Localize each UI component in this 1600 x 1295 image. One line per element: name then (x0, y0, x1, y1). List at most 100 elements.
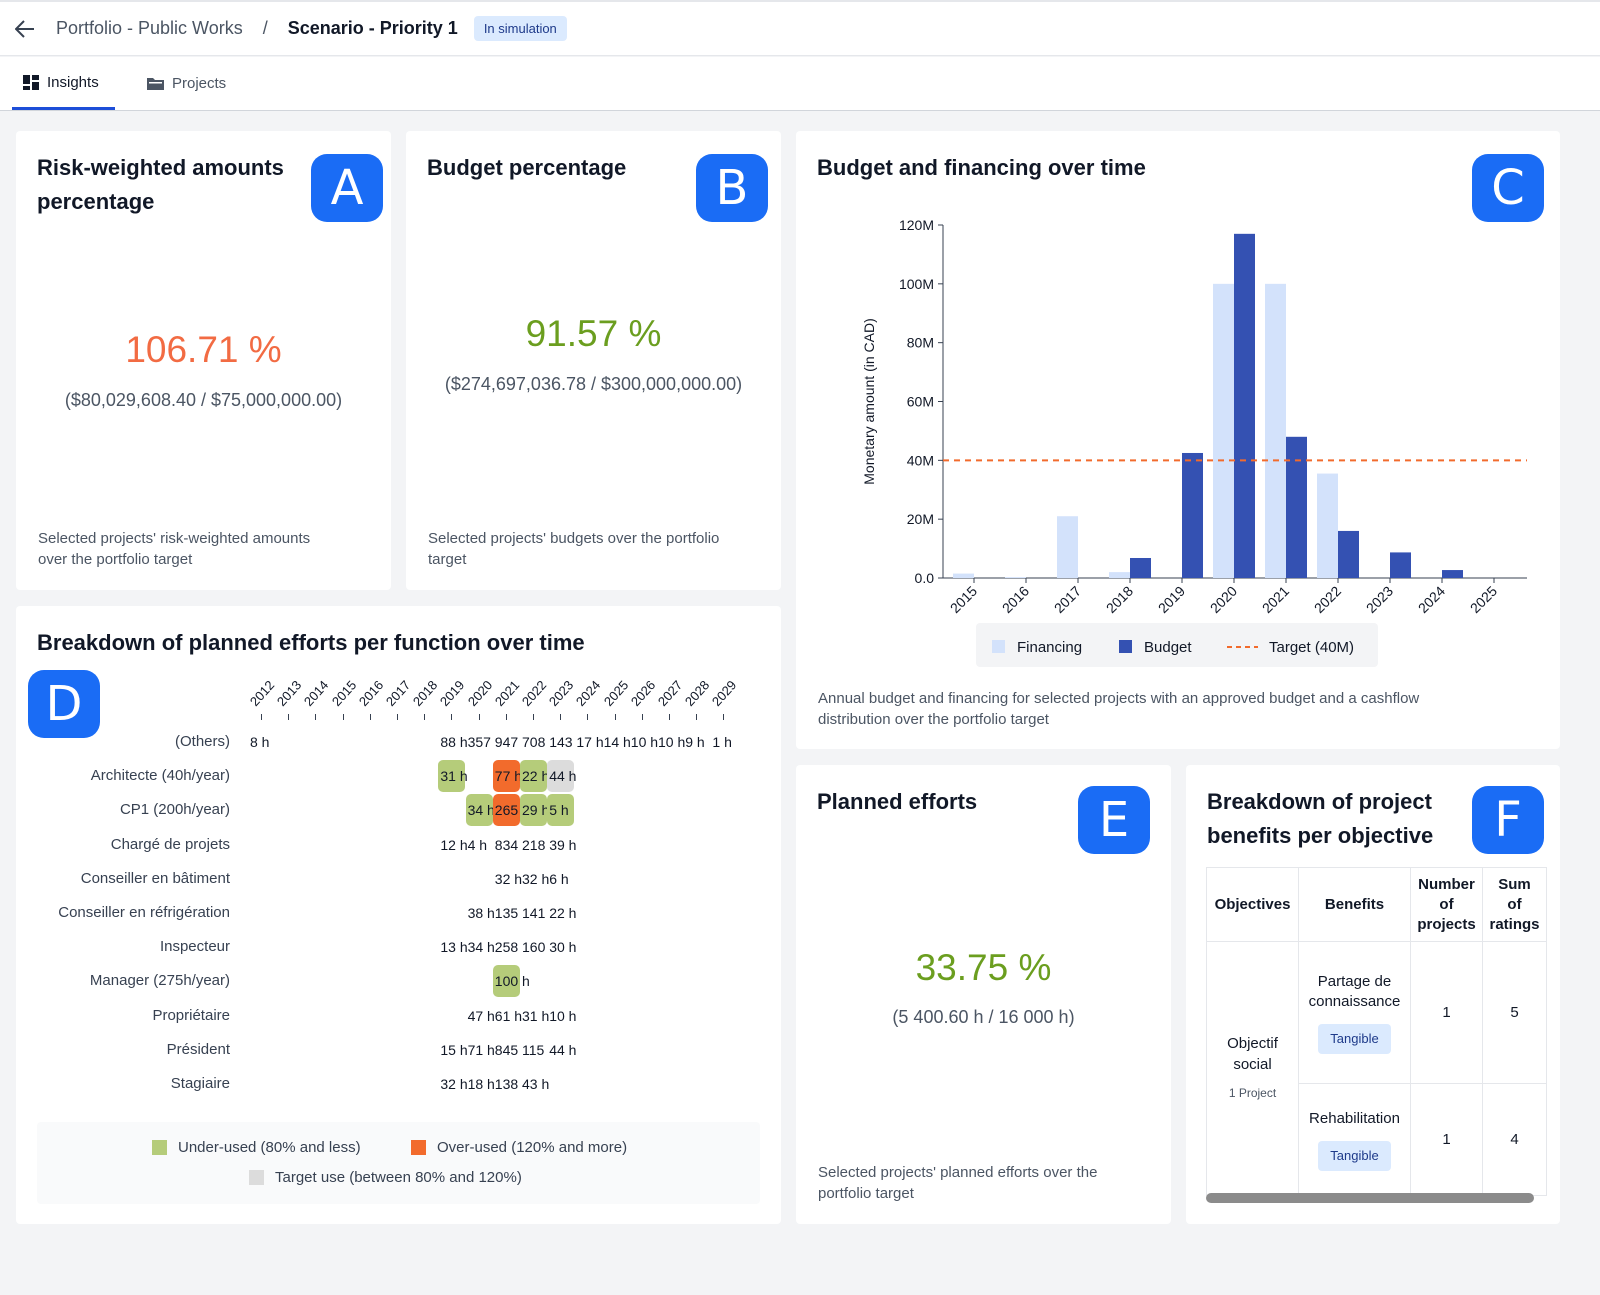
benefit-cell: Partage de connaissance Tangible (1298, 941, 1411, 1084)
year-label-2021: 2021 (491, 677, 523, 709)
efforts-cell: 18 h (467, 1076, 495, 1092)
header-benefits: Benefits (1298, 867, 1411, 942)
efforts-cell: 218 (522, 836, 546, 853)
efforts-cell: 12 h (440, 836, 468, 853)
bar-budget-2024 (1442, 570, 1463, 578)
card-b-footer-line1: Selected projects' budgets over the port… (428, 530, 720, 547)
efforts-cell: 357 (467, 734, 491, 750)
year-tick (641, 714, 643, 720)
efforts-cell: 31 h (522, 1007, 550, 1024)
header-sum-line3: ratings (1489, 915, 1540, 933)
card-c-footer: Annual budget and financing for selected… (818, 688, 1419, 730)
y-tick-label: 100M (899, 276, 934, 292)
efforts-cell: 160 (522, 939, 546, 956)
card-a-footer: Selected projects' risk-weighted amounts… (38, 528, 310, 570)
efforts-cell: 845 (494, 1041, 519, 1058)
efforts-cell: 141 (522, 905, 546, 921)
efforts-cell: 34 h (467, 939, 495, 956)
num-projects-cell: 1 (1410, 941, 1483, 1084)
card-e-footer-line1: Selected projects' planned efforts over … (818, 1164, 1098, 1181)
year-label-2027: 2027 (654, 677, 686, 709)
tab-insights[interactable]: Insights (12, 57, 115, 110)
efforts-row-label: CP1 (200h/year) (119, 801, 230, 819)
efforts-cell: 100 h (494, 973, 530, 990)
header-sum-of-ratings: Sum of ratings (1482, 867, 1547, 942)
card-b-letter-badge: B (696, 154, 768, 222)
horizontal-scrollbar[interactable] (1206, 1193, 1534, 1203)
bar-financing-2015 (953, 573, 974, 578)
efforts-cell: 13 h (440, 939, 468, 956)
efforts-cell: 1 h (712, 734, 732, 750)
year-label-2029: 2029 (709, 677, 740, 709)
y-tick-label: 80M (907, 335, 934, 351)
efforts-cell: 10 h (658, 734, 686, 750)
card-d-title: Breakdown of planned efforts per functio… (37, 630, 585, 655)
card-e-footer: Selected projects' planned efforts over … (818, 1162, 1097, 1204)
benefit-cell: Rehabilitation Tangible (1298, 1083, 1411, 1196)
card-budget-financing-chart: Budget and financing over time C 0.0 20M 4… (796, 131, 1560, 749)
year-tick (288, 714, 290, 720)
year-label-2023: 2023 (546, 677, 577, 709)
efforts-cell-highlight-under (465, 794, 493, 827)
efforts-cell: 5 h (549, 802, 569, 819)
chart-legend-box (976, 623, 1378, 667)
year-label-2025: 2025 (600, 677, 631, 709)
efforts-cell: 38 h (467, 905, 495, 921)
efforts-cell: 31 h (440, 768, 468, 785)
bar-financing-2018 (1109, 572, 1130, 578)
legend-budget-swatch (1119, 640, 1132, 653)
year-label-2022: 2022 (518, 677, 550, 709)
legend-target-use: Target use (between 80% and 120%) (249, 1169, 522, 1186)
legend-financing-swatch (992, 640, 1005, 653)
header-sum-line2: of (1507, 895, 1522, 913)
objective-project-count: 1 Project (1228, 1086, 1277, 1100)
x-tick-label: 2017 (1051, 583, 1084, 616)
year-label-2013: 2013 (274, 677, 305, 709)
bar-budget-2022 (1338, 530, 1359, 578)
year-label-2018: 2018 (410, 677, 441, 709)
tangible-tag: Tangible (1318, 1140, 1391, 1171)
card-c-title: Budget and financing over time (817, 155, 1146, 180)
efforts-cell: 44 h (549, 768, 577, 785)
x-tick-label: 2024 (1415, 583, 1448, 616)
tab-projects[interactable]: Projects (147, 57, 226, 110)
x-tick-label: 2020 (1207, 583, 1240, 616)
bar-budget-2019 (1182, 452, 1203, 578)
year-label-2019: 2019 (437, 677, 468, 709)
bar-budget-2018 (1130, 557, 1151, 578)
breadcrumb-portfolio[interactable]: Portfolio - Public Works (56, 18, 243, 38)
year-label-2012: 2012 (246, 677, 278, 709)
year-tick (505, 714, 507, 720)
header-num-line2: of (1439, 895, 1454, 913)
legend-financing-label: Financing (1017, 639, 1082, 656)
efforts-cell-highlight-over (492, 760, 520, 793)
legend-over-swatch (411, 1140, 426, 1155)
year-tick (478, 714, 480, 720)
benefit-name-line1: Partage de (1317, 972, 1392, 990)
card-a-title: Risk-weighted amounts percentage (37, 151, 284, 219)
efforts-cell: 9 h (685, 734, 705, 750)
back-arrow-icon[interactable] (14, 18, 36, 40)
efforts-cell: 29 h (522, 802, 550, 819)
year-tick (614, 714, 616, 720)
efforts-cell: 10 h (630, 734, 659, 750)
efforts-row-label: Architecte (40h/year) (90, 767, 230, 785)
year-label-2014: 2014 (301, 677, 332, 709)
efforts-cell: 947 (494, 734, 519, 750)
bar-budget-2021 (1286, 436, 1307, 578)
bar-budget-2020 (1234, 233, 1255, 578)
card-b-footer-line2: target (428, 551, 467, 568)
status-badge: In simulation (473, 16, 567, 41)
bar-financing-2021 (1265, 283, 1286, 578)
efforts-cell: 47 h (467, 1007, 495, 1024)
y-tick-label: 60M (907, 394, 934, 410)
tab-insights-label: Insights (47, 73, 99, 91)
card-b-detail: ($274,697,036.78 / $300,000,000.00) (444, 374, 743, 394)
objective-cell: Objectif social 1 Project (1206, 941, 1299, 1196)
efforts-cell-highlight-target (547, 760, 575, 793)
efforts-cell: 834 (494, 836, 519, 853)
legend-target-swatch (249, 1170, 264, 1185)
year-tick (397, 714, 398, 720)
num-projects-cell: 1 (1410, 1083, 1483, 1196)
card-d-letter-badge: D (28, 670, 100, 738)
